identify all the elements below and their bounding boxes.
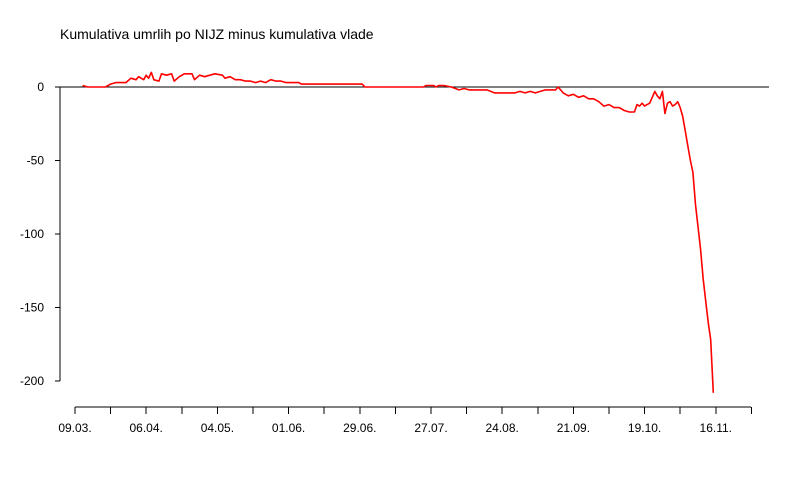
x-tick-label: 01.06. (272, 421, 305, 435)
plot-area (60, 71, 769, 393)
x-axis: 09.03. 06.04. 04.05. 01.06. 29.06. 27.07. 24.0… (58, 406, 752, 435)
x-tick-label: 24.08. (486, 421, 519, 435)
y-axis: 0 -50 -100 -150 -200 (20, 80, 61, 388)
x-tick-label: 06.04. (130, 421, 163, 435)
chart-title: Kumulativa umrlih po NIJZ minus kumulati… (60, 26, 374, 42)
y-tick-label: -200 (20, 374, 44, 388)
y-tick-label: -150 (20, 301, 44, 315)
x-tick-label: 19.10. (628, 421, 661, 435)
x-tick-label: 29.06. (343, 421, 376, 435)
y-tick-label: -50 (27, 154, 45, 168)
x-tick-label: 21.09. (557, 421, 590, 435)
series-line (82, 71, 715, 393)
x-tick-label: 16.11. (700, 421, 732, 435)
x-tick-label: 09.03. (58, 421, 91, 435)
y-tick-label: -100 (20, 227, 44, 241)
x-tick-label: 27.07. (414, 421, 447, 435)
x-tick-label: 04.05. (201, 421, 234, 435)
y-tick-label: 0 (37, 80, 44, 94)
